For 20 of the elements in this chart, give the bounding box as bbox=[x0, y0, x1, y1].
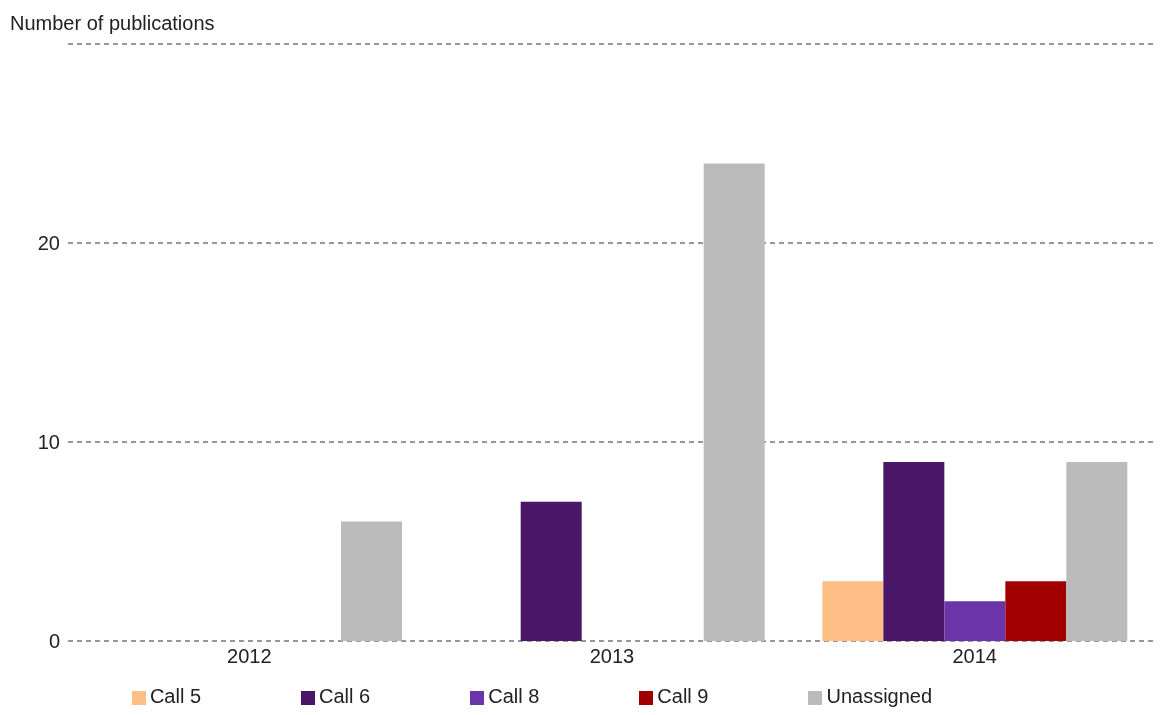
bar bbox=[1005, 581, 1067, 641]
legend-label: Call 9 bbox=[657, 685, 709, 707]
legend-label: Unassigned bbox=[826, 685, 933, 707]
y-axis-title: Number of publications bbox=[10, 12, 216, 35]
legend-label: Call 5 bbox=[149, 685, 202, 707]
bar bbox=[703, 163, 765, 641]
legend-label: Call 8 bbox=[488, 685, 540, 707]
bar bbox=[883, 461, 945, 641]
y-tick-label: 20 bbox=[37, 232, 60, 255]
bar bbox=[520, 501, 582, 641]
y-tick-label: 0 bbox=[48, 630, 60, 653]
bar bbox=[341, 521, 403, 641]
bar bbox=[944, 601, 1006, 641]
bar bbox=[1066, 461, 1128, 641]
bar bbox=[822, 581, 884, 641]
x-tick-label: 2013 bbox=[589, 645, 635, 668]
x-tick-label: 2012 bbox=[227, 645, 272, 668]
y-tick-label: 10 bbox=[37, 431, 60, 454]
x-tick-label: 2014 bbox=[952, 645, 997, 668]
legend-label: Call 6 bbox=[319, 685, 371, 707]
